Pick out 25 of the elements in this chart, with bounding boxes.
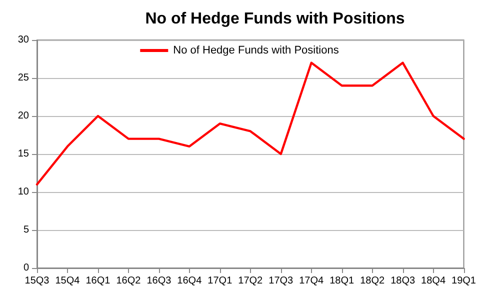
x-tick-label: 18Q3 xyxy=(390,276,416,286)
x-tick-label: 18Q4 xyxy=(421,276,446,286)
y-tick-label: 15 xyxy=(18,148,30,160)
x-tick-label: 15Q4 xyxy=(55,276,80,286)
y-tick-label: 5 xyxy=(23,224,30,236)
x-tick-label: 19Q1 xyxy=(452,276,476,286)
y-tick-label: 0 xyxy=(23,262,30,274)
line-series xyxy=(36,62,465,186)
y-tick-label: 20 xyxy=(18,110,30,122)
x-tick-label: 16Q2 xyxy=(116,276,142,286)
chart-title: No of Hedge Funds with Positions xyxy=(145,10,405,28)
x-tick-label: 16Q3 xyxy=(146,276,172,286)
y-tick-label: 10 xyxy=(18,186,30,198)
x-tick-label: 17Q4 xyxy=(299,276,324,286)
y-tick-label: 30 xyxy=(18,34,30,46)
x-tick-label: 16Q1 xyxy=(86,276,111,286)
x-tick-label: 15Q3 xyxy=(24,276,50,286)
x-tick-label: 18Q1 xyxy=(330,276,354,286)
y-tick-label: 25 xyxy=(18,72,30,84)
x-tick-label: 16Q4 xyxy=(177,276,202,286)
legend-label: No of Hedge Funds with Positions xyxy=(173,44,340,56)
x-tick-label: 17Q1 xyxy=(208,276,233,286)
x-tick-label: 17Q2 xyxy=(238,276,264,286)
x-tick-label: 18Q2 xyxy=(360,276,385,286)
x-tick-label: 17Q3 xyxy=(268,276,294,286)
